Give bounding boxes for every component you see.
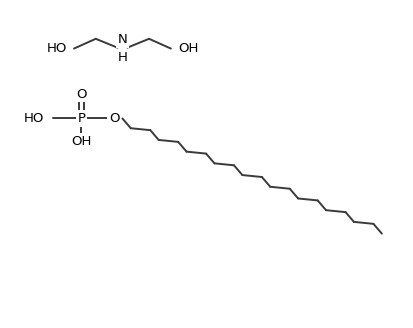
Text: OH: OH bbox=[71, 135, 92, 148]
Text: N: N bbox=[118, 33, 127, 46]
Text: HO: HO bbox=[47, 42, 67, 55]
Text: OH: OH bbox=[178, 42, 198, 55]
Text: O: O bbox=[109, 112, 119, 125]
Text: H: H bbox=[117, 51, 127, 64]
Text: O: O bbox=[76, 88, 87, 101]
Text: P: P bbox=[77, 112, 85, 125]
Text: HO: HO bbox=[24, 112, 45, 125]
